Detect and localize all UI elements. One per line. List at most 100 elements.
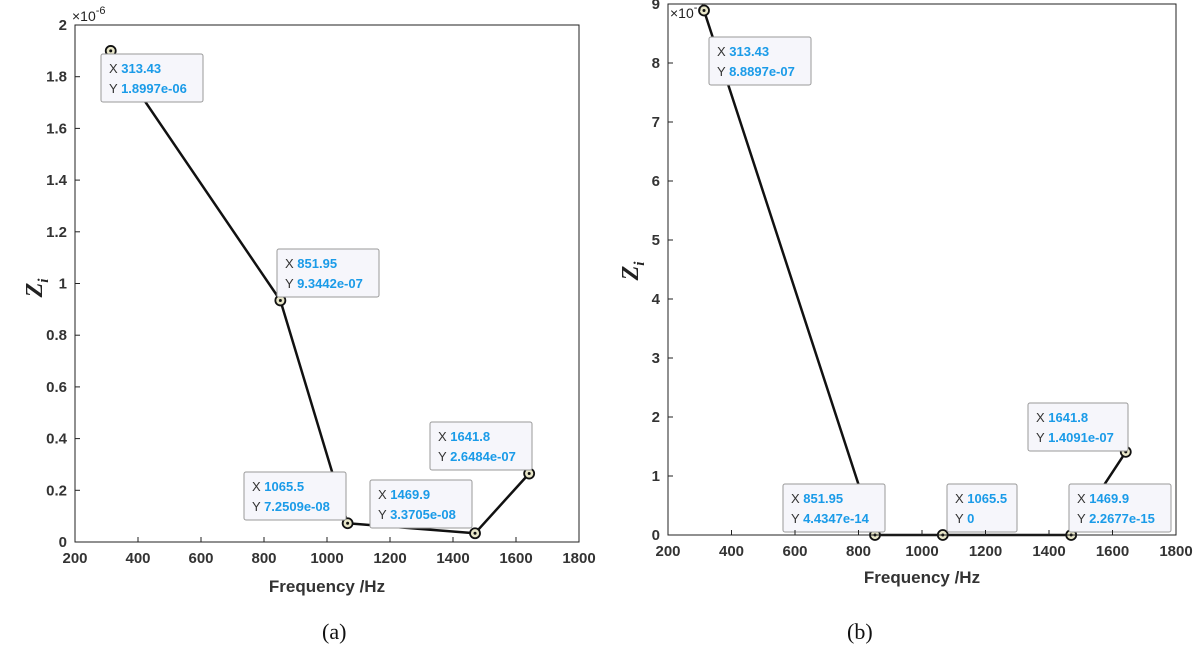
chart-a-marks xyxy=(104,45,536,540)
chart-b-datatip-x: X 1065.5 xyxy=(955,491,1007,506)
chart-b-datatip-y: Y 4.4347e-14 xyxy=(791,511,870,526)
chart-a-datatip-x: X 1641.8 xyxy=(438,429,490,444)
chart-b-xtick-label: 1800 xyxy=(1159,543,1192,560)
chart-a-xlabel: Frequency /Hz xyxy=(269,577,385,596)
chart-b-xtick-label: 400 xyxy=(719,543,744,560)
chart-b-datatip-box xyxy=(782,483,886,533)
chart-b-datatip[interactable]: X 1469.9 Y 2.2677e-15 xyxy=(1068,483,1172,533)
chart-a-svg: X 313.43 Y 1.8997e-06 X 851.95 Y 9.3442e-07… xyxy=(22,5,596,596)
chart-b-datatip-box xyxy=(708,36,812,86)
chart-b-ytick-label: 6 xyxy=(652,173,660,190)
chart-a-y-exponent: ×10-6 xyxy=(72,5,106,24)
chart-a-xtick-label: 1400 xyxy=(436,550,469,567)
chart-b-series-line xyxy=(702,10,1127,537)
chart-a-datatip[interactable]: X 1065.5 Y 7.2509e-08 xyxy=(243,471,347,521)
chart-a-datatip[interactable]: X 313.43 Y 1.8997e-06 xyxy=(100,53,204,103)
chart-a-ytick-label: 1.8 xyxy=(46,69,67,86)
chart-b-ytick-label: 1 xyxy=(652,468,660,485)
chart-b-xtick-label: 1200 xyxy=(969,543,1002,560)
chart-b-xtick-label: 1400 xyxy=(1032,543,1065,560)
chart-b-xtick-label: 1600 xyxy=(1096,543,1129,560)
chart-b-ytick-label: 5 xyxy=(652,232,660,249)
chart-b-datatip-x: X 1469.9 xyxy=(1077,491,1129,506)
chart-a-ytick-label: 0.2 xyxy=(46,482,67,499)
chart-b-datatip-y: Y 0 xyxy=(955,511,974,526)
chart-a-datatip-x: X 851.95 xyxy=(285,256,337,271)
chart-b-datatip[interactable]: X 313.43 Y 8.8897e-07 xyxy=(708,36,812,86)
chart-a-data-point-dot xyxy=(109,49,113,53)
chart-b-datatip-box xyxy=(1068,483,1172,533)
chart-a-data-point-dot xyxy=(346,521,350,525)
chart-b-datatip-y: Y 8.8897e-07 xyxy=(717,64,795,79)
chart-b-ylabel: Zi xyxy=(618,261,648,282)
chart-b-datatip[interactable]: X 851.95 Y 4.4347e-14 xyxy=(782,483,886,533)
chart-b-datatip-box xyxy=(946,483,1018,533)
chart-a-ytick-label: 1.6 xyxy=(46,120,67,137)
chart-a-xtick-label: 1800 xyxy=(562,550,595,567)
chart-b-xtick-label: 1000 xyxy=(905,543,938,560)
chart-a-datatip-y: Y 7.2509e-08 xyxy=(252,499,330,514)
chart-b-xticks: 200 400 600 800 1000 1200 1400 1600 1800 xyxy=(655,530,1193,560)
chart-a-datatip-box xyxy=(276,248,380,298)
chart-a-data-point-dot xyxy=(278,298,282,302)
chart-a-datatip-y: Y 9.3442e-07 xyxy=(285,276,363,291)
caption-b: (b) xyxy=(847,619,873,644)
chart-b-ytick-label: 4 xyxy=(652,291,661,308)
chart-a-xtick-label: 1600 xyxy=(499,550,532,567)
chart-panel-b: X 313.43 Y 8.8897e-07 X 851.95 Y 4.4347e-14… xyxy=(600,0,1200,610)
chart-b-ytick-label: 8 xyxy=(652,55,660,72)
chart-a-datatip-x: X 1065.5 xyxy=(252,479,304,494)
chart-a-xtick-label: 800 xyxy=(251,550,276,567)
chart-b-data-point-dot xyxy=(702,9,706,13)
chart-a-datatip[interactable]: X 1641.8 Y 2.6484e-07 xyxy=(429,421,533,471)
chart-b-datatip-y: Y 2.2677e-15 xyxy=(1077,511,1155,526)
chart-b-y-exponent: ×10-7 xyxy=(670,2,704,21)
chart-panel-a: X 313.43 Y 1.8997e-06 X 851.95 Y 9.3442e-07… xyxy=(0,0,600,610)
chart-b-ytick-label: 3 xyxy=(652,350,660,367)
chart-a-datatip[interactable]: X 1469.9 Y 3.3705e-08 xyxy=(369,479,473,529)
chart-a-ytick-label: 1.2 xyxy=(46,224,67,241)
chart-b-datatip[interactable]: X 1065.5 Y 0 xyxy=(946,483,1018,533)
chart-b-yticks: 0 1 2 3 4 5 6 7 8 9 xyxy=(652,0,673,544)
chart-a-data-point-dot xyxy=(473,531,477,535)
chart-a-datatip-y: Y 2.6484e-07 xyxy=(438,449,516,464)
chart-a-ytick-label: 2 xyxy=(59,17,67,34)
chart-b-xtick-label: 800 xyxy=(846,543,871,560)
chart-b-datatip-x: X 851.95 xyxy=(791,491,843,506)
chart-b-svg: X 313.43 Y 8.8897e-07 X 851.95 Y 4.4347e-14… xyxy=(618,0,1193,587)
chart-a-xtick-label: 200 xyxy=(62,550,87,567)
chart-b-ytick-label: 2 xyxy=(652,409,660,426)
chart-a-xtick-label: 400 xyxy=(125,550,150,567)
chart-b-ytick-label: 7 xyxy=(652,114,660,131)
chart-b-datatip-x: X 313.43 xyxy=(717,44,769,59)
chart-a-datatip-box xyxy=(369,479,473,529)
chart-a-yticks: 0 0.2 0.4 0.6 0.8 1 1.2 1.4 1.6 1.8 2 xyxy=(46,17,80,551)
chart-b-axes-box xyxy=(667,3,1177,536)
chart-b-ytick-label: 0 xyxy=(652,527,660,544)
chart-a-datatip[interactable]: X 851.95 Y 9.3442e-07 xyxy=(276,248,380,298)
chart-a-ytick-label: 0 xyxy=(59,534,67,551)
chart-a-datatip-box xyxy=(243,471,347,521)
chart-b-datatip[interactable]: X 1641.8 Y 1.4091e-07 xyxy=(1027,402,1129,452)
chart-a-xtick-label: 1000 xyxy=(310,550,343,567)
chart-b-datatip-x: X 1641.8 xyxy=(1036,410,1088,425)
chart-a-ylabel: Zi xyxy=(22,278,52,299)
chart-a-ytick-label: 1 xyxy=(59,276,67,293)
chart-b-marks xyxy=(698,4,1132,541)
chart-a-datatips: X 313.43 Y 1.8997e-06 X 851.95 Y 9.3442e-07… xyxy=(100,53,533,529)
chart-b-xlabel: Frequency /Hz xyxy=(864,568,980,587)
chart-a-xticks: 200 400 600 800 1000 1200 1400 1600 1800 xyxy=(62,537,596,567)
chart-a-xtick-label: 600 xyxy=(188,550,213,567)
chart-a-ytick-label: 1.4 xyxy=(46,172,68,189)
chart-a-ytick-label: 0.4 xyxy=(46,431,68,448)
chart-a-datatip-y: Y 3.3705e-08 xyxy=(378,507,456,522)
chart-b-xtick-label: 200 xyxy=(655,543,680,560)
chart-a-ytick-label: 0.8 xyxy=(46,327,67,344)
chart-a-datatip-y: Y 1.8997e-06 xyxy=(109,81,187,96)
caption-a: (a) xyxy=(322,619,347,644)
chart-a-ytick-label: 0.6 xyxy=(46,379,67,396)
chart-b-datatip-y: Y 1.4091e-07 xyxy=(1036,430,1114,445)
chart-a-datatip-box xyxy=(100,53,204,103)
chart-b-datatips: X 313.43 Y 8.8897e-07 X 851.95 Y 4.4347e-14… xyxy=(708,36,1172,533)
chart-a-datatip-x: X 313.43 xyxy=(109,61,161,76)
